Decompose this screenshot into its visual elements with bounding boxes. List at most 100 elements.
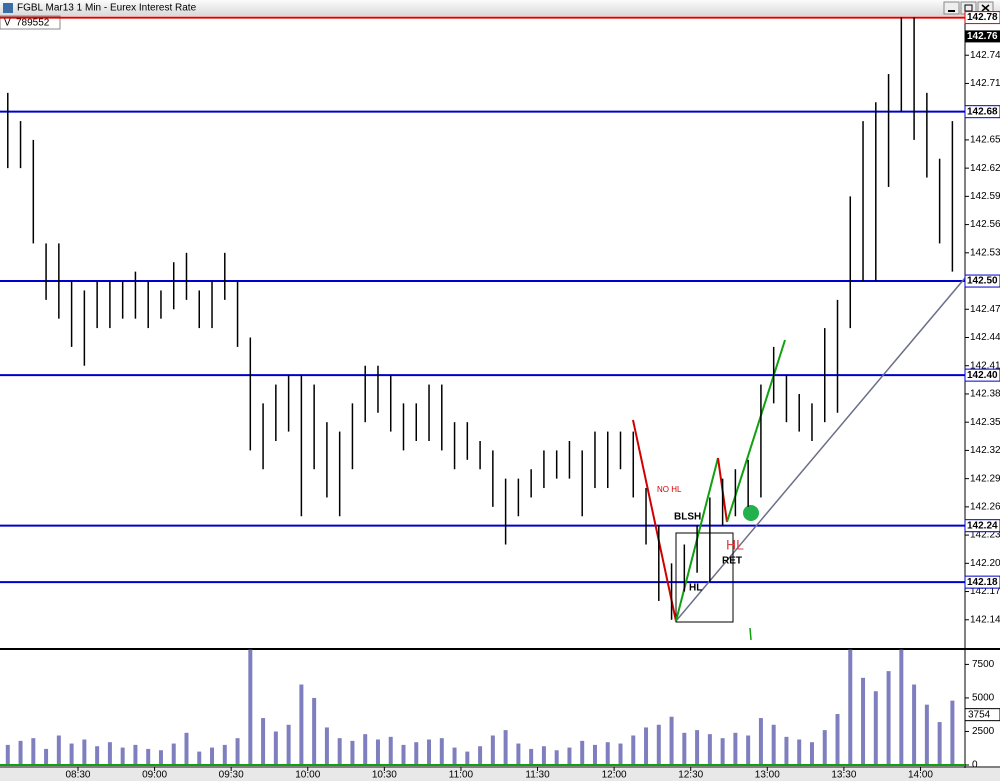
last-volume-box (964, 708, 1000, 722)
volume-bar (273, 731, 278, 765)
y-tick-label: 142.23 (970, 530, 1000, 541)
volume-legend-label: V (4, 18, 11, 29)
volume-bar (350, 740, 355, 765)
volume-bar (465, 751, 470, 765)
volume-bar (809, 742, 814, 765)
volume-bar (567, 747, 572, 765)
volume-bar (146, 748, 151, 765)
volume-bar (95, 746, 100, 765)
last-price-box (965, 30, 1000, 43)
minimize-button[interactable] (943, 1, 960, 15)
y-tick-label: 142.47 (970, 304, 1000, 315)
volume-bar (107, 742, 112, 765)
volume-bar (784, 736, 789, 765)
volume-bar (912, 684, 917, 765)
y-tick-label: 7500 (972, 659, 995, 670)
volume-bar (771, 724, 776, 765)
level-box (964, 11, 1000, 25)
volume-bar (695, 730, 700, 765)
y-tick-label: 0 (972, 760, 978, 771)
y-tick-label: 142.53 (970, 247, 1000, 258)
volume-bar (950, 700, 955, 765)
level-label: 142.78 (967, 12, 998, 23)
volume-bar (44, 748, 49, 765)
volume-legend-value: 789552 (16, 18, 50, 29)
x-tick-label: 12:00 (602, 770, 627, 781)
volume-bar (363, 734, 368, 765)
volume-bar (937, 722, 942, 765)
volume-bar (835, 714, 840, 765)
level-label: 142.24 (967, 520, 998, 531)
volume-bar (644, 727, 649, 765)
title-bar (0, 0, 1000, 16)
y-tick-label: 142.38 (970, 389, 1000, 400)
y-tick-label: 5000 (972, 693, 995, 704)
volume-bar (31, 738, 36, 765)
volume-bar (720, 738, 725, 765)
x-tick-label: 11:30 (525, 770, 550, 781)
volume-bar (848, 649, 853, 765)
volume-bar (171, 743, 176, 765)
y-tick-label: 142.26 (970, 502, 1000, 513)
volume-bar (490, 735, 495, 765)
green-swing (726, 339, 786, 523)
red-swing (632, 419, 677, 622)
volume-bar (197, 751, 202, 765)
close-icon (981, 4, 990, 12)
x-tick-label: 13:00 (755, 770, 780, 781)
y-tick-label: 142.41 (970, 360, 1000, 371)
y-tick-label: 142.35 (970, 417, 1000, 428)
last-volume-label: 3754 (968, 709, 991, 720)
volume-bar (184, 732, 189, 765)
y-tick-label: 2500 (972, 726, 995, 737)
time-axis (0, 768, 1000, 781)
level-box (964, 519, 1000, 533)
volume-bar (797, 739, 802, 765)
levels (0, 16, 965, 584)
level-box (964, 575, 1000, 589)
volume-bar (222, 744, 227, 765)
green-tick (749, 627, 752, 641)
volume-bar (861, 677, 866, 765)
volume-bar (286, 724, 291, 765)
volume-bar (886, 671, 891, 765)
volume-bar (592, 744, 597, 765)
level-box (964, 105, 1000, 119)
level-label: 142.68 (967, 106, 998, 117)
range-box (675, 532, 734, 623)
annotation-label: NO HL (657, 485, 682, 494)
volume-bar (924, 704, 929, 765)
volume-bar (337, 738, 342, 765)
window-buttons[interactable] (943, 1, 994, 15)
volume-bar (261, 718, 266, 765)
annotations (632, 277, 966, 641)
y-tick-label: 142.17 (970, 586, 1000, 597)
entry-dot (743, 505, 759, 521)
x-tick-label: 10:30 (372, 770, 397, 781)
restore-icon (964, 4, 973, 12)
trendline (675, 277, 966, 622)
volume-bar (733, 732, 738, 765)
volume-bar (312, 697, 317, 765)
volume-bar (503, 730, 508, 765)
volume-bar (656, 724, 661, 765)
volume-bar (873, 691, 878, 765)
volume-bar (618, 743, 623, 765)
x-tick-label: 10:00 (295, 770, 320, 781)
y-tick-label: 142.71 (970, 78, 1000, 89)
volume-bar (414, 742, 419, 765)
y-tick-label: 142.20 (970, 558, 1000, 569)
x-tick-label: 09:00 (142, 770, 167, 781)
volume-bar (133, 744, 138, 765)
volume-bar (529, 748, 534, 765)
volume-bar (478, 746, 483, 765)
x-tick-label: 11:00 (449, 770, 474, 781)
y-tick-label: 142.62 (970, 163, 1000, 174)
x-tick-label: 13:30 (831, 770, 856, 781)
volume-bar (120, 747, 125, 765)
volume-bar (158, 750, 163, 765)
volume-bar (758, 718, 763, 765)
volume-bar (554, 750, 559, 765)
volume-bar (452, 747, 457, 765)
volume-bar (375, 739, 380, 765)
